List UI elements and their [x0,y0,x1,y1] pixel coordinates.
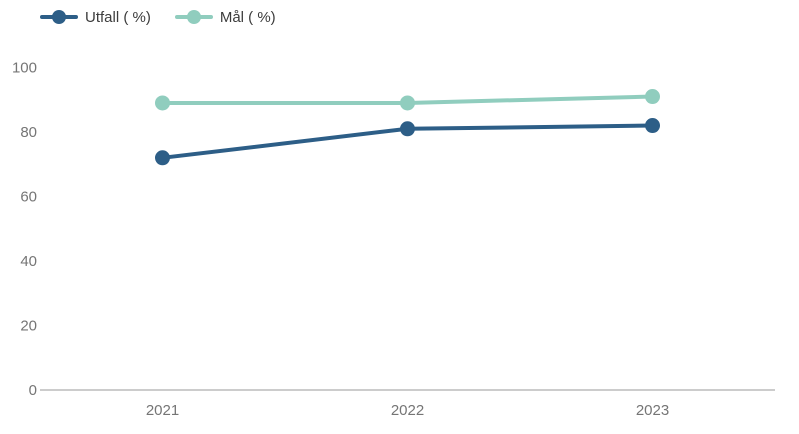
mal-swatch-dot [186,10,201,24]
x-axis-tick-label: 2021 [146,402,179,419]
data-point[interactable] [400,121,415,137]
data-point[interactable] [155,150,170,166]
data-point[interactable] [645,118,660,134]
legend-label-utfall: Utfall ( %) [85,8,151,26]
data-point[interactable] [645,89,660,105]
legend-label-mal: Mål ( %) [219,8,276,26]
y-axis-tick-label: 0 [29,382,37,399]
legend-item-utfall[interactable]: Utfall ( %) [40,9,151,26]
mal-series-swatch-icon [174,10,213,24]
data-point[interactable] [155,95,170,111]
utfall-series-swatch-icon [40,10,78,24]
y-axis-tick-label: 20 [20,318,37,335]
x-axis-tick-label: 2023 [636,402,669,419]
legend-item-mal[interactable]: Mål ( %) [174,8,276,26]
y-axis-tick-label: 60 [20,189,37,206]
chart-legend: Utfall ( %) Mål ( %) [40,6,276,28]
x-axis-tick-label: 2022 [391,402,424,419]
y-axis-tick-label: 100 [12,60,37,77]
data-point[interactable] [400,95,415,111]
y-axis-tick-label: 80 [20,124,37,141]
y-axis-tick-label: 40 [20,253,37,270]
utfall-swatch-dot [52,10,66,24]
